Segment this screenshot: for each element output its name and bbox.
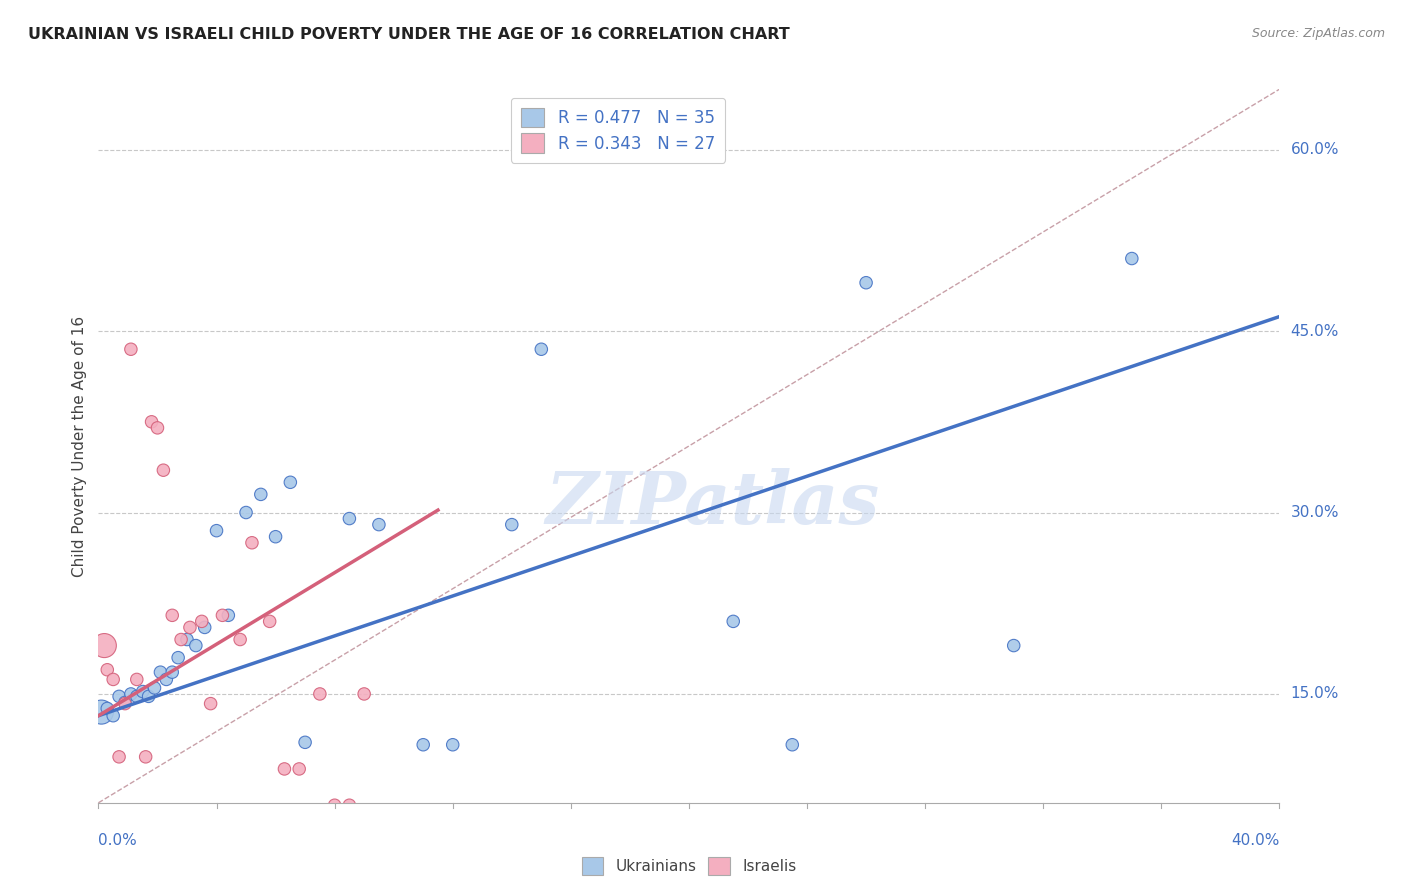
Point	[353, 687, 375, 701]
Text: 45.0%: 45.0%	[1291, 324, 1339, 339]
Point	[191, 615, 214, 629]
Text: 15.0%: 15.0%	[1291, 687, 1339, 701]
Point	[337, 511, 360, 525]
Text: 30.0%: 30.0%	[1291, 505, 1339, 520]
Point	[125, 673, 148, 687]
Point	[141, 415, 163, 429]
Point	[108, 749, 131, 764]
Point	[96, 701, 118, 715]
Point	[135, 749, 157, 764]
Point	[278, 475, 302, 490]
Point	[132, 684, 155, 698]
Point	[184, 639, 207, 653]
Point	[167, 650, 190, 665]
Point	[721, 615, 744, 629]
Text: UKRAINIAN VS ISRAELI CHILD POVERTY UNDER THE AGE OF 16 CORRELATION CHART: UKRAINIAN VS ISRAELI CHILD POVERTY UNDER…	[28, 27, 790, 42]
Point	[412, 738, 434, 752]
Point	[855, 276, 877, 290]
Point	[152, 463, 174, 477]
Point	[205, 524, 228, 538]
Point	[120, 343, 142, 357]
Point	[93, 639, 115, 653]
Point	[1121, 252, 1143, 266]
Point	[108, 690, 131, 704]
Legend: Ukrainians, Israelis: Ukrainians, Israelis	[575, 851, 803, 880]
Y-axis label: Child Poverty Under the Age of 16: Child Poverty Under the Age of 16	[72, 316, 87, 576]
Point	[138, 690, 160, 704]
Text: Source: ZipAtlas.com: Source: ZipAtlas.com	[1251, 27, 1385, 40]
Point	[143, 681, 166, 695]
Point	[120, 687, 142, 701]
Point	[149, 665, 172, 680]
Point	[103, 673, 125, 687]
Point	[194, 620, 217, 634]
Point	[294, 735, 316, 749]
Text: 0.0%: 0.0%	[98, 833, 138, 848]
Point	[90, 705, 112, 719]
Point	[264, 530, 287, 544]
Point	[368, 517, 391, 532]
Point	[114, 695, 136, 709]
Point	[162, 608, 183, 623]
Point	[273, 762, 295, 776]
Text: ZIPatlas: ZIPatlas	[546, 467, 880, 539]
Point	[146, 421, 169, 435]
Point	[337, 798, 360, 813]
Point	[96, 663, 118, 677]
Point	[1002, 639, 1025, 653]
Point	[240, 535, 263, 549]
Point	[441, 738, 464, 752]
Text: 60.0%: 60.0%	[1291, 142, 1339, 157]
Point	[235, 506, 257, 520]
Point	[176, 632, 198, 647]
Point	[382, 810, 405, 824]
Point	[530, 343, 553, 357]
Point	[155, 673, 177, 687]
Point	[782, 738, 804, 752]
Point	[125, 690, 148, 704]
Point	[170, 632, 193, 647]
Point	[309, 687, 332, 701]
Point	[217, 608, 239, 623]
Point	[114, 697, 136, 711]
Point	[288, 762, 311, 776]
Point	[229, 632, 252, 647]
Point	[162, 665, 183, 680]
Point	[259, 615, 281, 629]
Text: 40.0%: 40.0%	[1232, 833, 1279, 848]
Point	[323, 798, 346, 813]
Point	[200, 697, 222, 711]
Point	[501, 517, 523, 532]
Point	[211, 608, 233, 623]
Point	[250, 487, 273, 501]
Point	[179, 620, 201, 634]
Point	[103, 708, 125, 723]
